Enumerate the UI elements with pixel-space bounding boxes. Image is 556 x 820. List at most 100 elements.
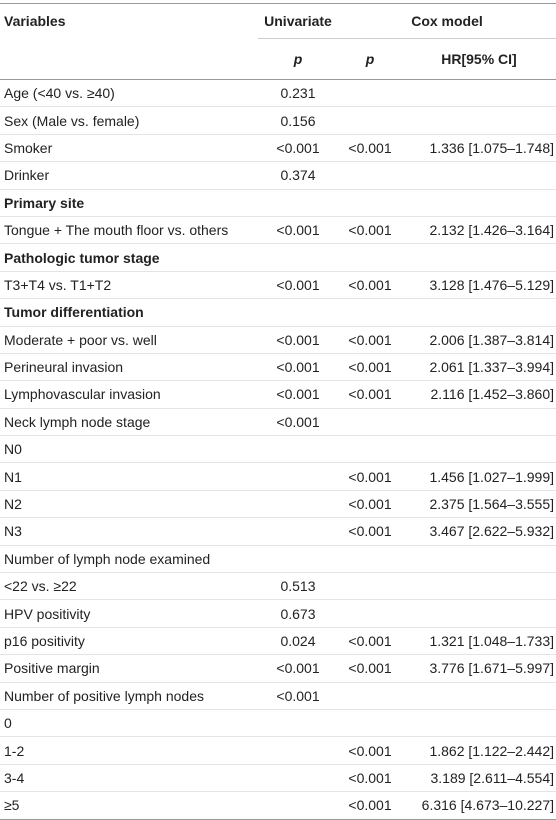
hr-cell: 2.061 [1.337–3.994] bbox=[402, 353, 556, 382]
cox-p-cell: <0.001 bbox=[338, 517, 402, 546]
variable-cell: Number of positive lymph nodes bbox=[0, 682, 258, 710]
univariate-p-cell bbox=[258, 462, 338, 491]
header-univariate: Univariate bbox=[258, 3, 338, 39]
hr-cell: 1.862 [1.122–2.442] bbox=[402, 736, 556, 765]
results-table: Variables Univariate Cox model p p HR[95… bbox=[0, 3, 556, 820]
table-row: Pathologic tumor stage bbox=[0, 243, 556, 272]
cox-p-cell: <0.001 bbox=[338, 326, 402, 354]
table-row: Neck lymph node stage <0.001 bbox=[0, 408, 556, 437]
univariate-p-cell: <0.001 bbox=[258, 353, 338, 382]
table-row: Perineural invasion <0.001 <0.001 2.061 [1.… bbox=[0, 353, 556, 382]
cox-p-cell bbox=[338, 709, 402, 738]
univariate-p-cell: 0.673 bbox=[258, 599, 338, 628]
hr-cell bbox=[402, 599, 556, 628]
hr-cell bbox=[402, 79, 556, 108]
hr-cell: 2.375 [1.564–3.555] bbox=[402, 490, 556, 519]
univariate-p-cell: 0.374 bbox=[258, 161, 338, 190]
table-row: p16 positivity 0.024 <0.001 1.321 [1.048–1.… bbox=[0, 627, 556, 656]
univariate-p-cell: <0.001 bbox=[258, 326, 338, 354]
table-row: Primary site bbox=[0, 189, 556, 217]
page: Variables Univariate Cox model p p HR[95… bbox=[0, 3, 556, 820]
univariate-p-cell: 0.231 bbox=[258, 79, 338, 108]
section-label: Primary site bbox=[0, 189, 556, 217]
table-row: Positive margin <0.001 <0.001 3.776 [1.671–… bbox=[0, 654, 556, 683]
variable-cell: Neck lymph node stage bbox=[0, 408, 258, 437]
cox-p-cell: <0.001 bbox=[338, 627, 402, 656]
variable-cell: Tongue + The mouth floor vs. others bbox=[0, 216, 258, 245]
univariate-p-cell bbox=[258, 545, 338, 574]
table-row: Number of positive lymph nodes <0.001 bbox=[0, 682, 556, 710]
table-row: N3 <0.001 3.467 [2.622–5.932] bbox=[0, 517, 556, 546]
univariate-p-cell: <0.001 bbox=[258, 216, 338, 245]
variable-cell: HPV positivity bbox=[0, 599, 258, 628]
header-cox-p: p bbox=[365, 51, 375, 67]
variable-cell: ≥5 bbox=[0, 791, 258, 820]
table-row: Age (<40 vs. ≥40) 0.231 bbox=[0, 79, 556, 108]
hr-cell: 1.456 [1.027–1.999] bbox=[402, 462, 556, 491]
univariate-p-cell bbox=[258, 517, 338, 546]
cox-p-cell bbox=[338, 435, 402, 464]
hr-cell bbox=[402, 408, 556, 437]
variable-cell: Number of lymph node examined bbox=[0, 545, 258, 574]
univariate-p-cell bbox=[258, 435, 338, 464]
hr-cell: 3.776 [1.671–5.997] bbox=[402, 654, 556, 683]
table-row: T3+T4 vs. T1+T2 <0.001 <0.001 3.128 [1.476–… bbox=[0, 271, 556, 300]
table-row: Moderate + poor vs. well <0.001 <0.001 2.00… bbox=[0, 326, 556, 354]
table-row: 0 bbox=[0, 709, 556, 738]
univariate-p-cell: 0.156 bbox=[258, 106, 338, 135]
univariate-p-cell: <0.001 bbox=[258, 134, 338, 163]
cox-p-cell bbox=[338, 682, 402, 710]
variable-cell: Moderate + poor vs. well bbox=[0, 326, 258, 354]
hr-cell bbox=[402, 435, 556, 464]
cox-p-cell bbox=[338, 161, 402, 190]
variable-cell: Lymphovascular invasion bbox=[0, 380, 258, 409]
table-row: HPV positivity 0.673 bbox=[0, 599, 556, 628]
table-row: Drinker 0.374 bbox=[0, 161, 556, 190]
cox-p-cell: <0.001 bbox=[338, 380, 402, 409]
table-header: Variables Univariate Cox model p p HR[95… bbox=[0, 3, 556, 80]
cox-p-cell bbox=[338, 599, 402, 628]
variable-cell: Sex (Male vs. female) bbox=[0, 106, 258, 135]
section-label: Pathologic tumor stage bbox=[0, 243, 556, 272]
univariate-p-cell: 0.513 bbox=[258, 572, 338, 601]
cox-p-cell: <0.001 bbox=[338, 654, 402, 683]
hr-cell bbox=[402, 161, 556, 190]
hr-cell: 3.467 [2.622–5.932] bbox=[402, 517, 556, 546]
variable-cell: N0 bbox=[0, 435, 258, 464]
hr-cell: 3.189 [2.611–4.554] bbox=[402, 764, 556, 793]
cox-p-cell bbox=[338, 79, 402, 108]
univariate-p-cell bbox=[258, 709, 338, 738]
univariate-p-cell bbox=[258, 791, 338, 820]
table-row: Smoker <0.001 <0.001 1.336 [1.075–1.748] bbox=[0, 134, 556, 163]
table-row: N2 <0.001 2.375 [1.564–3.555] bbox=[0, 490, 556, 519]
cox-p-cell: <0.001 bbox=[338, 353, 402, 382]
hr-cell: 6.316 [4.673–10.227] bbox=[402, 791, 556, 820]
cox-p-cell: <0.001 bbox=[338, 490, 402, 519]
table-row: 3-4 <0.001 3.189 [2.611–4.554] bbox=[0, 764, 556, 793]
table-row: Sex (Male vs. female) 0.156 bbox=[0, 106, 556, 135]
cox-p-cell bbox=[338, 572, 402, 601]
univariate-p-cell: <0.001 bbox=[258, 682, 338, 710]
hr-cell: 2.006 [1.387–3.814] bbox=[402, 326, 556, 354]
cox-p-cell: <0.001 bbox=[338, 271, 402, 300]
variable-cell: Drinker bbox=[0, 161, 258, 190]
variable-cell: T3+T4 vs. T1+T2 bbox=[0, 271, 258, 300]
hr-cell bbox=[402, 545, 556, 574]
header-univariate-p: p bbox=[293, 51, 303, 67]
cox-p-cell: <0.001 bbox=[338, 764, 402, 793]
variable-cell: Positive margin bbox=[0, 654, 258, 683]
univariate-p-cell: <0.001 bbox=[258, 654, 338, 683]
univariate-p-cell: 0.024 bbox=[258, 627, 338, 656]
variable-cell: 1-2 bbox=[0, 736, 258, 765]
variable-cell: 0 bbox=[0, 709, 258, 738]
variable-cell: <22 vs. ≥22 bbox=[0, 572, 258, 601]
section-label: Tumor differentiation bbox=[0, 298, 556, 327]
cox-p-cell bbox=[338, 106, 402, 135]
cox-p-cell: <0.001 bbox=[338, 462, 402, 491]
variable-cell: Age (<40 vs. ≥40) bbox=[0, 79, 258, 108]
table-row: N1 <0.001 1.456 [1.027–1.999] bbox=[0, 462, 556, 491]
cox-p-cell: <0.001 bbox=[338, 736, 402, 765]
hr-cell: 1.321 [1.048–1.733] bbox=[402, 627, 556, 656]
hr-cell bbox=[402, 106, 556, 135]
cox-p-cell bbox=[338, 545, 402, 574]
